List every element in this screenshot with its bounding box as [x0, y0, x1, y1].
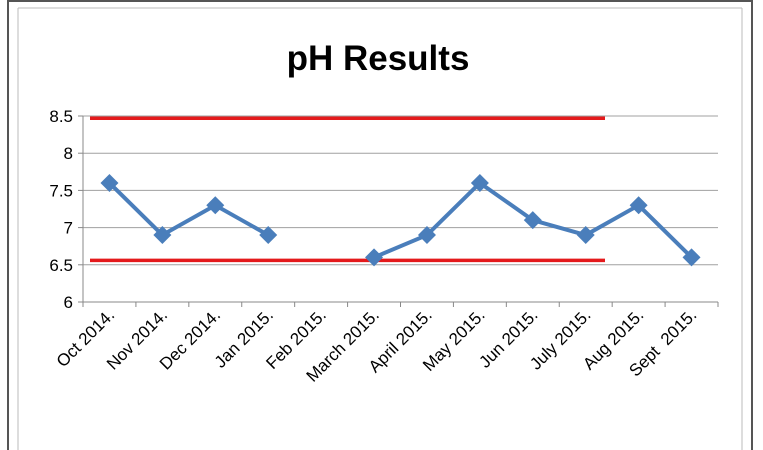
y-tick-label: 8	[64, 144, 73, 163]
y-tick-label: 8.5	[49, 107, 73, 126]
data-point	[365, 248, 384, 267]
chart-title: pH Results	[287, 39, 470, 78]
data-point	[417, 226, 436, 245]
data-point	[576, 226, 595, 245]
data-point	[629, 196, 648, 215]
data-point	[206, 196, 225, 215]
data-point	[100, 173, 119, 192]
data-point	[523, 211, 542, 230]
y-tick-label: 6.5	[49, 256, 73, 275]
y-tick-label: 7	[64, 219, 73, 238]
data-point	[259, 226, 278, 245]
data-point	[682, 248, 701, 267]
y-tick-label: 6	[64, 293, 73, 312]
y-tick-label: 7.5	[49, 181, 73, 200]
data-point	[470, 173, 489, 192]
data-point	[153, 226, 172, 245]
